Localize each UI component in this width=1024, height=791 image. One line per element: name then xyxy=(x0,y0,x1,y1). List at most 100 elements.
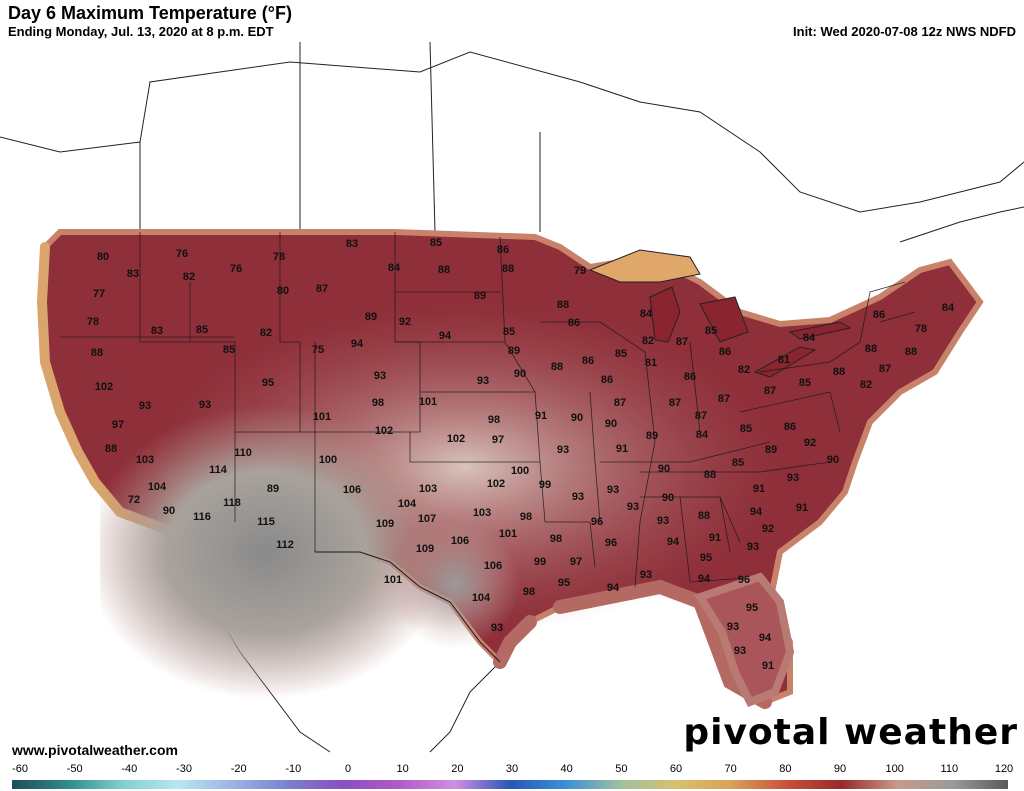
temperature-label: 98 xyxy=(488,414,500,426)
temperature-label: 86 xyxy=(684,371,696,383)
temperature-label: 109 xyxy=(376,518,394,530)
temperature-label: 102 xyxy=(95,381,113,393)
temperature-label: 107 xyxy=(418,513,436,525)
temperature-label: 90 xyxy=(658,463,670,475)
temperature-label: 78 xyxy=(273,251,285,263)
colorbar-tick-label: 40 xyxy=(560,763,573,775)
temperature-label: 86 xyxy=(719,346,731,358)
temperature-label: 87 xyxy=(316,283,328,295)
temperature-label: 98 xyxy=(523,586,535,598)
temperature-label: 86 xyxy=(873,309,885,321)
colorbar-strip xyxy=(12,780,1008,789)
temperature-label: 118 xyxy=(223,497,241,509)
temperature-label: 76 xyxy=(230,263,242,275)
temperature-label: 91 xyxy=(709,532,721,544)
temperature-label: 88 xyxy=(551,361,563,373)
temperature-label: 88 xyxy=(438,264,450,276)
temperature-label: 90 xyxy=(662,492,674,504)
temperature-label: 92 xyxy=(762,523,774,535)
temperature-label: 89 xyxy=(474,290,486,302)
temperature-label: 91 xyxy=(616,443,628,455)
header: Day 6 Maximum Temperature (°F) Ending Mo… xyxy=(0,0,1024,42)
temperature-label: 89 xyxy=(508,345,520,357)
temperature-label: 94 xyxy=(759,632,772,644)
colorbar-tick-label: -20 xyxy=(230,763,247,775)
temperature-label: 93 xyxy=(640,569,652,581)
temperature-label: 85 xyxy=(430,237,442,249)
colorbar-tick-label: 110 xyxy=(940,763,959,775)
website-url[interactable]: www.pivotalweather.com xyxy=(12,742,178,758)
temperature-label: 102 xyxy=(375,425,393,437)
temperature-label: 85 xyxy=(732,457,744,469)
temperature-label: 82 xyxy=(860,379,872,391)
colorbar-tick-label: 90 xyxy=(833,763,847,775)
temperature-label: 97 xyxy=(570,556,582,568)
colorbar-tick-label: -30 xyxy=(176,763,192,775)
temperature-label: 94 xyxy=(698,573,711,585)
temperature-label: 86 xyxy=(784,421,796,433)
colorbar-tick-label: 0 xyxy=(344,763,352,775)
state-borders xyxy=(60,232,916,588)
colorbar-tick-label: 80 xyxy=(779,763,792,775)
color-legend: -60 -50 -40 -30 -20 -10 0 10 20 30 40 50 60 70 80 90 100… xyxy=(0,762,1024,791)
temperature-label: 103 xyxy=(136,454,154,466)
temperature-label: 85 xyxy=(223,344,235,356)
temperature-label: 88 xyxy=(905,346,917,358)
temperature-label: 98 xyxy=(372,397,384,409)
temperature-label: 100 xyxy=(511,465,529,477)
temperature-label: 82 xyxy=(738,364,750,376)
temperature-label: 93 xyxy=(627,501,639,513)
temperature-label: 92 xyxy=(804,437,816,449)
temperature-label: 96 xyxy=(605,537,617,549)
temperature-label: 87 xyxy=(676,336,688,348)
temperature-label: 104 xyxy=(148,481,167,493)
temperature-label: 106 xyxy=(343,484,361,496)
temperature-label: 103 xyxy=(419,483,437,495)
temperature-label: 84 xyxy=(388,262,401,274)
temperature-label: 115 xyxy=(257,516,275,528)
colorbar-tick-label: 10 xyxy=(396,763,409,775)
temperature-label: 84 xyxy=(696,429,709,441)
temperature-label: 93 xyxy=(199,399,211,411)
temperature-label: 87 xyxy=(614,397,626,409)
temperature-label: 89 xyxy=(765,444,777,456)
temperature-label: 109 xyxy=(416,543,434,555)
temperature-label: 86 xyxy=(582,355,594,367)
temperature-label: 78 xyxy=(87,316,99,328)
temperature-label: 91 xyxy=(762,660,774,672)
temperature-label: 97 xyxy=(492,434,504,446)
temperature-label: 86 xyxy=(601,374,613,386)
temperature-label: 89 xyxy=(646,430,658,442)
temperature-label: 88 xyxy=(704,469,716,481)
temperature-label: 87 xyxy=(764,385,776,397)
temperature-label: 103 xyxy=(473,507,491,519)
temperature-label: 85 xyxy=(740,423,752,435)
temperature-label: 86 xyxy=(568,317,580,329)
temperature-label: 80 xyxy=(97,251,109,263)
temperature-label: 81 xyxy=(778,354,790,366)
temperature-label: 94 xyxy=(750,506,763,518)
temperature-label: 91 xyxy=(535,410,547,422)
colorbar-tick-label: 120 xyxy=(994,763,1014,775)
temperature-label: 77 xyxy=(93,288,105,300)
temperature-label: 93 xyxy=(787,472,799,484)
temperature-label: 104 xyxy=(472,592,491,604)
colorbar-tick-label: -10 xyxy=(285,763,302,775)
temperature-label: 87 xyxy=(718,393,730,405)
temperature-label: 91 xyxy=(753,483,765,495)
temperature-label: 101 xyxy=(384,574,402,586)
colorbar-tick-label: 100 xyxy=(885,763,904,775)
temperature-label: 93 xyxy=(657,515,669,527)
temperature-label: 110 xyxy=(234,447,252,459)
temperature-label: 88 xyxy=(833,366,845,378)
temperature-label: 95 xyxy=(700,552,712,564)
temperature-label: 93 xyxy=(491,622,503,634)
temperature-label: 101 xyxy=(499,528,517,540)
temperature-label: 100 xyxy=(319,454,337,466)
valid-time: Ending Monday, Jul. 13, 2020 at 8 p.m. E… xyxy=(8,24,274,39)
temperature-label: 90 xyxy=(827,454,839,466)
temperature-label: 90 xyxy=(514,368,526,380)
temperature-label: 99 xyxy=(539,479,551,491)
